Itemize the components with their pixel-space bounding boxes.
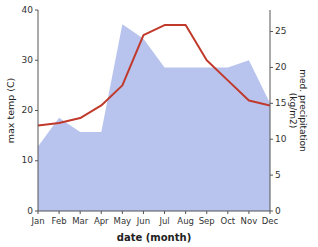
y-axis-label: max temp (C) [5, 78, 16, 144]
yticks-tick-label: 10 [22, 155, 34, 165]
y2ticks-tick [270, 31, 273, 32]
temp-line [38, 25, 270, 126]
y2-axis-line [270, 10, 271, 211]
x-tick-label: Dec [262, 216, 279, 226]
plot-area [38, 24, 270, 211]
x-tick [38, 211, 39, 214]
y2ticks-tick-label: 10 [275, 134, 287, 144]
x-tick-label: Aug [177, 216, 194, 226]
x-tick-label: Mar [72, 216, 89, 226]
yticks-tick-label: 20 [22, 105, 34, 115]
axes: 0 10 20 30 40 0 5 10 15 20 25 Jan Feb Mar Apr May Jun Jul… [22, 5, 287, 227]
x-tick [143, 211, 144, 214]
y2ticks-tick-label: 15 [275, 98, 286, 108]
x-tick [122, 211, 123, 214]
y2ticks-tick [270, 67, 273, 68]
x-axis-label: date (month) [117, 232, 191, 243]
x-tick [101, 211, 102, 214]
x-tick-label: Jul [158, 216, 169, 226]
y2ticks-tick-label: 20 [275, 62, 287, 72]
y2ticks-tick [270, 139, 273, 140]
y2ticks-tick [270, 175, 273, 176]
chart: 0 10 20 30 40 0 5 10 15 20 25 Jan Feb Mar Apr May Jun Jul… [0, 0, 318, 247]
precip-area [38, 24, 270, 211]
y2-axis-label-line: (kg/m2) [289, 93, 299, 128]
x-tick-label: Apr [94, 216, 109, 226]
yticks-tick-label: 30 [22, 55, 34, 65]
x-tick-label: Feb [52, 216, 67, 226]
y2-axis-label-line: med. precipitation [299, 69, 309, 151]
yticks-tick-label: 40 [22, 5, 34, 15]
x-tick-label: Nov [241, 216, 258, 226]
yticks-tick [35, 160, 38, 161]
x-tick [206, 211, 207, 214]
x-tick [59, 211, 60, 214]
x-axis-line [38, 211, 270, 212]
y2ticks-tick-label: 0 [275, 206, 281, 216]
x-tick-label: Sep [199, 216, 215, 226]
yticks-tick [35, 110, 38, 111]
x-tick [164, 211, 165, 214]
x-tick [80, 211, 81, 214]
x-tick-label: Oct [220, 216, 235, 226]
x-tick-label: May [114, 216, 132, 226]
x-tick [270, 211, 271, 214]
x-tick [248, 211, 249, 214]
x-tick [185, 211, 186, 214]
y2ticks-tick-label: 25 [275, 26, 286, 36]
y2ticks-tick-label: 5 [275, 170, 281, 180]
yticks-tick-label: 0 [27, 206, 33, 216]
x-tick-label: Jan [30, 216, 44, 226]
x-tick-label: Jun [136, 216, 150, 226]
x-tick [227, 211, 228, 214]
chart-container: 0 10 20 30 40 0 5 10 15 20 25 Jan Feb Mar Apr May Jun Jul… [0, 0, 318, 247]
y2-axis-label: med. precipitation(kg/m2) [289, 69, 309, 151]
y2ticks-tick [270, 103, 273, 104]
yticks-tick [35, 60, 38, 61]
yticks-tick [35, 10, 38, 11]
